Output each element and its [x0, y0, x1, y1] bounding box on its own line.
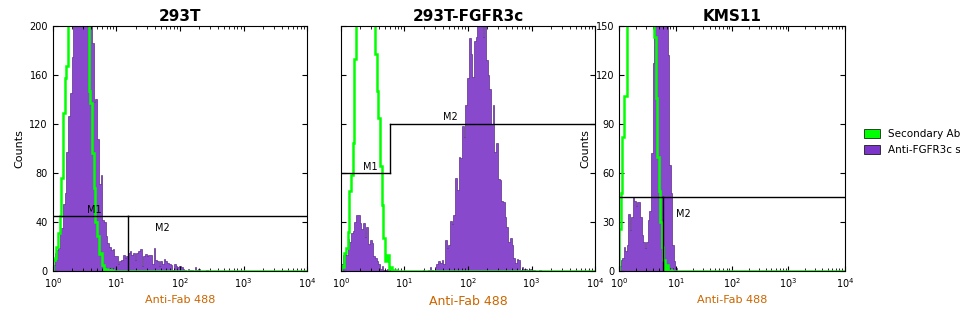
X-axis label: Anti-Fab 488: Anti-Fab 488	[697, 295, 767, 305]
Text: M2: M2	[676, 209, 690, 219]
Title: KMS11: KMS11	[703, 9, 761, 24]
Text: M1: M1	[87, 205, 102, 215]
Y-axis label: Counts: Counts	[580, 129, 590, 168]
Title: 293T-FGFR3c: 293T-FGFR3c	[413, 9, 523, 24]
Text: M1: M1	[363, 162, 377, 173]
Polygon shape	[53, 0, 307, 271]
X-axis label: Anti-Fab 488: Anti-Fab 488	[145, 295, 215, 305]
Text: M2: M2	[443, 112, 458, 122]
Legend: Secondary Ab only, Anti-FGFR3c schIgG1: Secondary Ab only, Anti-FGFR3c schIgG1	[864, 129, 960, 155]
Polygon shape	[619, 0, 845, 271]
Title: 293T: 293T	[158, 9, 202, 24]
Polygon shape	[341, 8, 595, 271]
Y-axis label: Counts: Counts	[13, 129, 24, 168]
Text: M2: M2	[155, 223, 170, 233]
X-axis label: Anti-Fab 488: Anti-Fab 488	[428, 295, 508, 308]
